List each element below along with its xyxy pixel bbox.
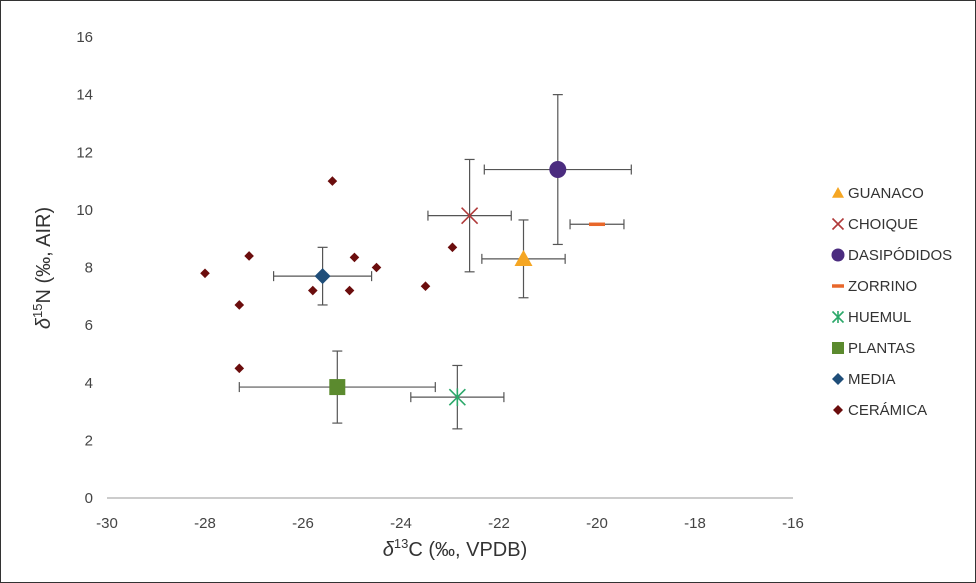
y-tick-label: 4 [85, 375, 93, 392]
series-huemul [410, 364, 505, 430]
data-point-ceramica [447, 242, 458, 253]
data-point-guanaco [514, 249, 533, 267]
series-media [273, 246, 373, 306]
x-tick-labels: -30 -28 -26 -24 -22 -20 -18 -16 [96, 515, 804, 532]
series-ceramica [200, 176, 458, 374]
legend-label: MEDIA [848, 371, 896, 388]
legend-marker [831, 217, 845, 231]
y-tick-labels: 0 2 4 6 8 10 12 14 16 [76, 29, 93, 507]
data-marks [200, 94, 632, 430]
legend-marker [831, 310, 845, 324]
series-guanaco [481, 219, 566, 299]
legend-label: ZORRINO [848, 278, 917, 295]
series-zorrino [569, 219, 625, 230]
data-point-ceramica [244, 251, 254, 261]
x-tick-label: -24 [390, 515, 412, 532]
series-choique [427, 158, 512, 273]
x-tick-label: -18 [684, 515, 706, 532]
legend: GUANACO CHOIQUE DASIPÓDIDOS ZORRINO HUEMUL PL… [831, 185, 952, 419]
data-point-ceramica [308, 285, 318, 296]
legend-label: DASIPÓDIDOS [848, 247, 952, 264]
y-tick-label: 0 [85, 490, 93, 507]
legend-label: GUANACO [848, 185, 924, 202]
y-tick-label: 2 [85, 432, 93, 449]
data-point-ceramica [200, 268, 210, 279]
data-point-dasipodidos [549, 161, 567, 179]
x-axis-title: δ13C (‰, VPDB) [383, 536, 528, 561]
y-axis-title: δ15N (‰, AIR) [30, 207, 55, 329]
legend-item: CHOIQUE [831, 216, 918, 233]
y-tick-label: 12 [76, 144, 93, 161]
data-point-media [314, 268, 331, 285]
legend-marker [832, 187, 844, 198]
data-point-ceramica [371, 262, 382, 273]
legend-marker [831, 248, 845, 262]
data-point-choique [461, 207, 479, 225]
legend-item: HUEMUL [831, 309, 911, 326]
x-tick-label: -16 [782, 515, 804, 532]
legend-item: DASIPÓDIDOS [831, 247, 952, 264]
x-tick-label: -22 [488, 515, 510, 532]
y-tick-label: 8 [85, 260, 93, 277]
legend-label: CERÁMICA [848, 402, 927, 419]
legend-item: MEDIA [832, 371, 896, 388]
x-tick-label: -20 [586, 515, 608, 532]
x-tick-label: -28 [194, 515, 216, 532]
legend-item: CERÁMICA [833, 402, 927, 419]
legend-marker [832, 342, 844, 354]
y-tick-label: 6 [85, 317, 93, 334]
x-tick-label: -30 [96, 515, 118, 532]
series-dasipodidos [483, 94, 632, 246]
y-tick-label: 14 [76, 87, 93, 104]
data-point-ceramica [327, 176, 338, 186]
data-point-ceramica [234, 300, 245, 310]
legend-label: HUEMUL [848, 309, 911, 326]
data-point-plantas [329, 379, 346, 396]
legend-label: CHOIQUE [848, 216, 918, 233]
series-plantas [238, 350, 436, 424]
x-tick-label: -26 [292, 515, 314, 532]
data-point-ceramica [349, 252, 360, 263]
y-tick-label: 10 [76, 202, 93, 219]
legend-marker [833, 405, 843, 415]
legend-marker [832, 373, 844, 385]
data-point-ceramica [344, 285, 355, 296]
data-point-huemul [448, 388, 466, 406]
data-point-ceramica [234, 363, 245, 374]
legend-item: GUANACO [832, 185, 924, 202]
y-tick-label: 16 [76, 29, 93, 46]
legend-item: PLANTAS [832, 340, 915, 357]
legend-label: PLANTAS [848, 340, 915, 357]
legend-item: ZORRINO [832, 278, 917, 295]
data-point-ceramica [420, 281, 431, 292]
